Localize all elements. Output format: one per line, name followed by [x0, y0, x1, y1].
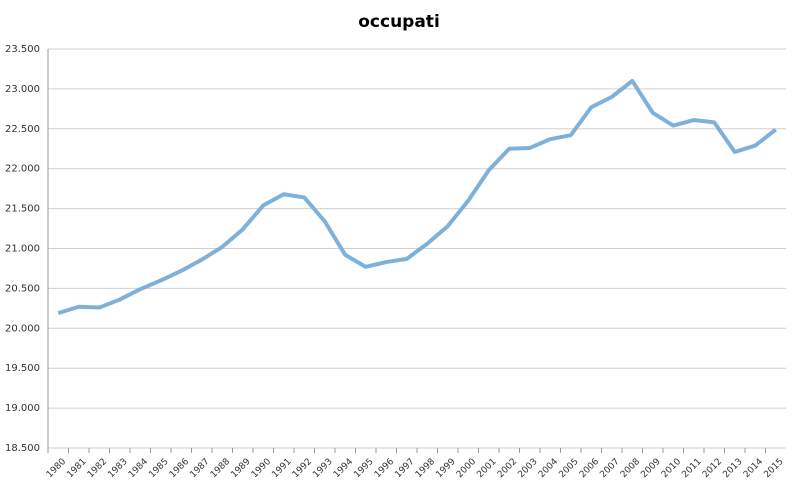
- y-tick-label: 21.000: [5, 244, 40, 255]
- x-tick-label: 1988: [209, 457, 232, 480]
- x-tick-label: 1990: [250, 457, 273, 480]
- x-tick-label: 2013: [721, 457, 744, 480]
- x-tick-label: 2005: [557, 457, 580, 480]
- x-tick-label: 2004: [537, 457, 560, 480]
- y-tick-label: 23.500: [5, 44, 40, 55]
- x-tick-label: 2010: [660, 457, 683, 480]
- x-tick-label: 1985: [147, 457, 170, 480]
- y-tick-label: 22.500: [5, 124, 40, 135]
- x-tick-label: 2015: [762, 457, 785, 480]
- x-tick-label: 2002: [496, 457, 519, 480]
- x-tick-label: 1993: [311, 457, 334, 480]
- x-tick-label: 2011: [680, 457, 703, 480]
- x-tick-label: 1987: [188, 457, 211, 480]
- x-tick-label: 1989: [229, 457, 252, 480]
- y-tick-label: 20.000: [5, 323, 40, 334]
- x-tick-label: 2001: [475, 457, 498, 480]
- x-tick-label: 1997: [393, 457, 416, 480]
- x-tick-label: 1998: [414, 457, 437, 480]
- line-series: [57, 78, 777, 316]
- x-tick-label: 1984: [127, 457, 150, 480]
- y-tick-label: 20.500: [5, 283, 40, 294]
- x-tick-label: 2007: [598, 457, 621, 480]
- x-tick-label: 2009: [639, 457, 662, 480]
- x-tick-label: 1991: [270, 457, 293, 480]
- x-tick-label: 1983: [106, 457, 129, 480]
- x-tick-label: 1996: [373, 457, 396, 480]
- x-tick-label: 2000: [455, 457, 478, 480]
- x-tick-label: 1999: [434, 457, 457, 480]
- y-tick-label: 21.500: [5, 204, 40, 215]
- y-tick-label: 19.500: [5, 363, 40, 374]
- x-tick-label: 1986: [168, 457, 191, 480]
- x-tick-label: 2012: [701, 457, 724, 480]
- y-tick-label: 23.000: [5, 84, 40, 95]
- x-tick-label: 2008: [619, 457, 642, 480]
- x-tick-label: 1995: [352, 457, 375, 480]
- y-tick-label: 18.500: [5, 443, 40, 454]
- x-tick-label: 1980: [45, 457, 68, 480]
- y-tick-label: 19.000: [5, 403, 40, 414]
- y-tick-label: 22.000: [5, 164, 40, 175]
- x-tick-label: 2003: [516, 457, 539, 480]
- x-tick-label: 2014: [742, 457, 765, 480]
- x-tick-label: 1994: [332, 457, 355, 480]
- x-tick-label: 1982: [86, 457, 109, 480]
- x-tick-label: 2006: [578, 457, 601, 480]
- x-tick-label: 1981: [65, 457, 88, 480]
- x-tick-label: 1992: [291, 457, 314, 480]
- chart-title: occupati: [358, 12, 440, 32]
